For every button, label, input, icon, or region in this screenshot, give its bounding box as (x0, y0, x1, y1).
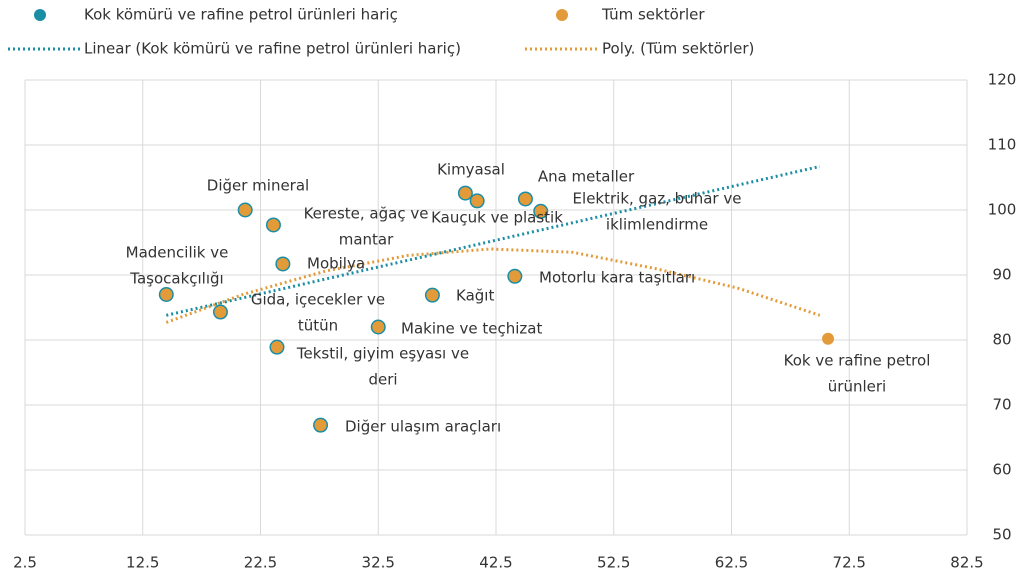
y-tick-label: 50 (992, 526, 1011, 544)
legend-label: Poly. (Tüm sektörler) (602, 40, 754, 58)
legend-marker (556, 9, 568, 21)
point-label: Kok ve rafine petrol (784, 352, 931, 370)
y-tick-label: 100 (988, 201, 1017, 219)
point-label: Diğer mineral (207, 177, 309, 195)
point (519, 192, 532, 205)
y-tick-label: 60 (992, 461, 1011, 479)
point-label: Mobilya (307, 255, 365, 273)
point (471, 194, 484, 207)
point (534, 205, 547, 218)
point (508, 270, 521, 283)
x-tick-label: 52.5 (597, 554, 630, 572)
point-label: Taşocakçılığı (129, 270, 223, 288)
point (822, 332, 835, 345)
point-label: Makine ve teçhizat (401, 320, 542, 338)
legend-label: Linear (Kok kömürü ve rafine petrol ürün… (84, 40, 461, 58)
point-label: Kağıt (456, 287, 494, 305)
point-label: iklimlendirme (606, 216, 708, 234)
y-tick-label: 110 (988, 136, 1017, 154)
point (239, 204, 252, 216)
y-tick-label: 120 (988, 71, 1017, 89)
point-label: Elektrik, gaz, buhar ve (573, 190, 742, 208)
point-label: mantar (339, 231, 394, 249)
trendline (165, 247, 821, 324)
point (314, 419, 327, 432)
x-tick-label: 62.5 (715, 554, 748, 572)
point-label: Gıda, içecekler ve (251, 291, 385, 309)
legend-label: Kok kömürü ve rafine petrol ürünleri har… (84, 6, 398, 24)
x-tick-label: 72.5 (833, 554, 866, 572)
point-label: Madencilik ve (126, 244, 229, 262)
point-label: Kereste, ağaç ve (304, 205, 429, 223)
y-tick-label: 70 (992, 396, 1011, 414)
y-tick-label: 80 (992, 331, 1011, 349)
point (270, 341, 283, 354)
x-tick-label: 2.5 (13, 554, 37, 572)
point-label: Tekstil, giyim eşyası ve (296, 345, 469, 363)
x-tick-label: 12.5 (126, 554, 159, 572)
point (426, 289, 439, 302)
point (160, 288, 173, 301)
y-tick-label: 90 (992, 266, 1011, 284)
legend-label: Tüm sektörler (601, 6, 705, 24)
point (214, 306, 227, 319)
trendline (165, 164, 821, 317)
point-label: Motorlu kara taşıtları (539, 269, 695, 287)
point-label: Kauçuk ve plastik (431, 209, 563, 227)
point-label: deri (368, 371, 397, 389)
point (459, 187, 472, 200)
point (372, 321, 385, 333)
point (267, 218, 280, 231)
legend-marker (34, 9, 46, 21)
x-tick-label: 22.5 (244, 554, 277, 572)
point (276, 257, 289, 270)
point-label: tütün (298, 317, 338, 335)
point-label: Ana metaller (538, 168, 635, 186)
x-tick-label: 32.5 (362, 554, 395, 572)
point-label: Diğer ulaşım araçları (345, 418, 501, 436)
point-label: Kimyasal (437, 161, 505, 179)
point-label: ürünleri (828, 378, 886, 396)
x-tick-label: 42.5 (479, 554, 512, 572)
x-tick-label: 82.5 (950, 554, 983, 572)
